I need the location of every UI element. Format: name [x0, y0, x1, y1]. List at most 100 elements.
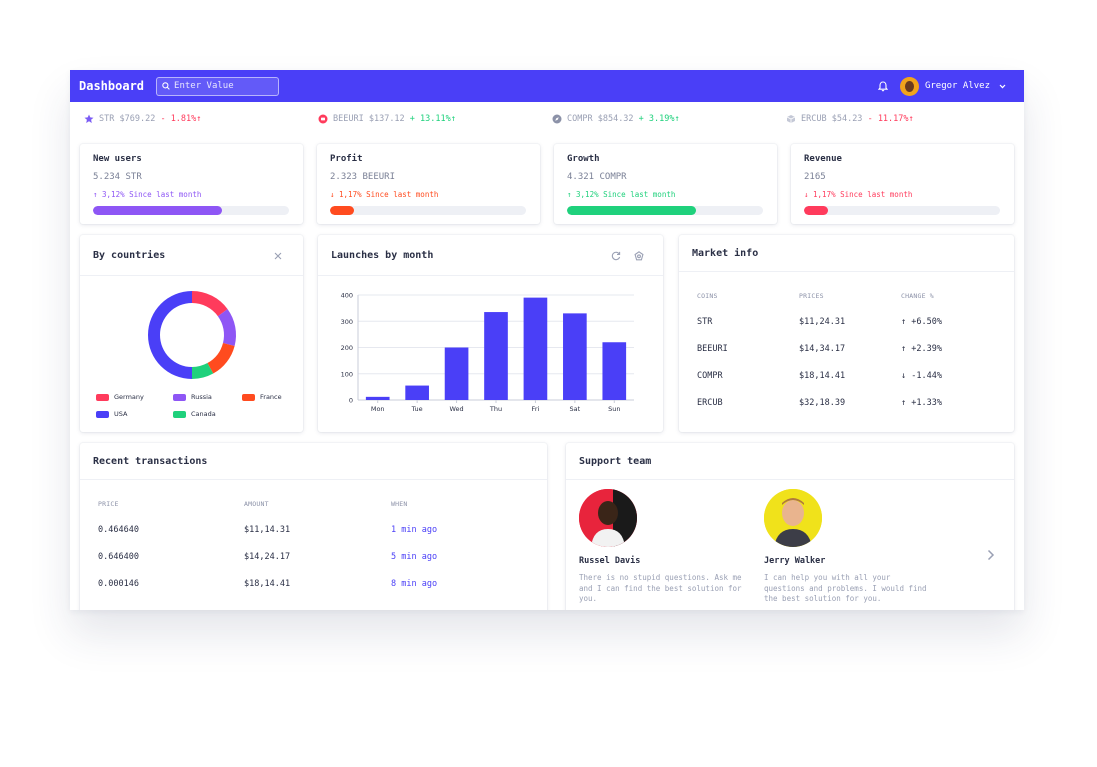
tx-price: 0.000146	[98, 579, 139, 589]
user-name[interactable]: Gregor Alvez	[924, 81, 990, 91]
dashboard-window: Dashboard Gregor Alvez STR $769.22 - 1.8…	[70, 70, 1024, 610]
x-tick-label: Mon	[371, 405, 385, 413]
ticker-sep: -	[867, 114, 873, 124]
card-header: By countries	[80, 235, 303, 276]
market-coin: COMPR	[697, 371, 723, 381]
tx-when: 5 min ago	[391, 552, 438, 562]
ticker-coin: STR	[99, 114, 115, 124]
stat-value: 2165	[804, 172, 826, 182]
stat-title: New users	[93, 154, 142, 164]
arrow-up-icon: ↑	[674, 114, 680, 124]
launches-card: Launches by month 0 100 200 300 400 Mon Tue Wed…	[318, 235, 663, 432]
market-price: $32,18.39	[799, 398, 846, 408]
stat-title: Revenue	[804, 154, 842, 164]
legend-swatch	[96, 410, 109, 418]
col-header-when: WHEN	[391, 500, 408, 508]
progress-fill	[567, 206, 697, 215]
page-title: Dashboard	[79, 79, 145, 93]
ticker-str[interactable]: STR $769.22 - 1.81% ↑	[84, 114, 201, 124]
ticker-sep: -	[160, 114, 166, 124]
ticker-compr[interactable]: COMPR $854.32 + 3.19% ↑	[552, 114, 680, 124]
y-tick-label: 300	[341, 318, 353, 326]
donut-slice-germany	[192, 291, 228, 317]
close-icon[interactable]	[272, 250, 283, 261]
tx-amount: $14,24.17	[244, 552, 291, 562]
card-title: Market info	[692, 248, 759, 259]
card-header: Support team	[566, 443, 1014, 480]
stat-card-profit: Profit 2.323 BEEURI ↓ 1,17% Since last m…	[317, 144, 540, 224]
ticker-change: 13.11%	[420, 114, 451, 124]
market-change: ↑ +2.39%	[901, 344, 942, 354]
bell-icon[interactable]	[877, 80, 888, 92]
stat-card-growth: Growth 4.321 COMPR ↑ 3,12% Since last mo…	[554, 144, 777, 224]
chevron-down-icon[interactable]	[999, 84, 1006, 89]
ticker-change: 11.17%	[877, 114, 909, 124]
tx-amount: $18,14.41	[244, 579, 291, 589]
card-title: By countries	[93, 250, 166, 261]
col-header-amount: AMOUNT	[244, 500, 269, 508]
refresh-icon[interactable]	[610, 250, 621, 261]
transactions-card: Recent transactions PRICE AMOUNT WHEN 0.…	[80, 443, 547, 610]
legend-germany: Germany	[96, 393, 144, 401]
market-change: ↑ +6.50%	[901, 317, 942, 327]
market-price: $14,34.17	[799, 344, 846, 354]
card-title: Recent transactions	[93, 456, 208, 467]
support-name: Jerry Walker	[764, 556, 826, 566]
avatar-russel-davis	[579, 489, 637, 547]
chevron-right-icon[interactable]	[987, 546, 995, 565]
col-header-coins: COINS	[697, 292, 718, 300]
market-price: $18,14.41	[799, 371, 846, 381]
market-price: $11,24.31	[799, 317, 846, 327]
support-name: Russel Davis	[579, 556, 641, 566]
bar-tue	[405, 385, 429, 400]
legend-label: Germany	[114, 393, 144, 401]
card-header: Launches by month	[318, 235, 663, 276]
stat-change: ↑ 3,12% Since last month	[567, 190, 676, 199]
col-header-prices: PRICES	[799, 292, 824, 300]
tx-amount: $11,14.31	[244, 525, 291, 535]
y-tick-label: 400	[341, 292, 353, 300]
card-title: Support team	[579, 456, 652, 467]
top-bar: Dashboard Gregor Alvez	[70, 70, 1024, 102]
bar-sun	[602, 342, 627, 400]
legend-label: Russia	[191, 393, 212, 401]
stat-change: ↓ 1,17% Since last month	[804, 190, 913, 199]
cube-icon	[786, 114, 796, 124]
stat-change: ↑ 3,12% Since last month	[93, 190, 202, 199]
x-tick-label: Thu	[489, 405, 502, 413]
donut-slice-russia	[217, 309, 236, 346]
bar-sat	[563, 313, 587, 400]
bar-fri	[523, 297, 548, 400]
progress-track	[330, 206, 526, 215]
y-tick-label: 100	[341, 370, 353, 378]
bar-mon	[365, 396, 390, 400]
user-avatar[interactable]	[899, 76, 919, 96]
ticker-coin: ERCUB	[801, 114, 827, 124]
x-tick-label: Sun	[608, 405, 620, 413]
ticker-beeuri[interactable]: BEEURI $137.12 + 13.11% ↑	[318, 114, 456, 124]
ticker-price: $137.12	[368, 114, 405, 124]
stat-value: 4.321 COMPR	[567, 172, 627, 182]
tx-price: 0.646400	[98, 552, 139, 562]
bar-thu	[484, 312, 508, 400]
legend-label: France	[260, 393, 282, 401]
countries-donut	[148, 291, 236, 379]
settings-icon[interactable]	[633, 250, 644, 261]
progress-fill	[330, 206, 354, 215]
legend-swatch	[242, 393, 255, 401]
ticker-change: 1.81%	[170, 114, 197, 124]
legend-swatch	[173, 410, 186, 418]
search-input[interactable]	[174, 81, 275, 91]
ticker-ercub[interactable]: ERCUB $54.23 - 11.17% ↑	[786, 114, 914, 124]
search-box[interactable]	[156, 76, 280, 96]
legend-label: Canada	[191, 410, 216, 418]
arrow-up-icon: ↑	[450, 114, 456, 124]
tx-price: 0.464640	[98, 525, 139, 535]
search-icon	[162, 82, 170, 90]
support-text: There is no stupid questions. Ask me and…	[579, 573, 742, 603]
donut-slice-france	[207, 342, 235, 374]
progress-fill	[93, 206, 223, 215]
col-header-change: CHANGE %	[901, 292, 934, 300]
card-header: Market info	[679, 235, 1014, 272]
market-change: ↓ -1.44%	[901, 371, 942, 381]
